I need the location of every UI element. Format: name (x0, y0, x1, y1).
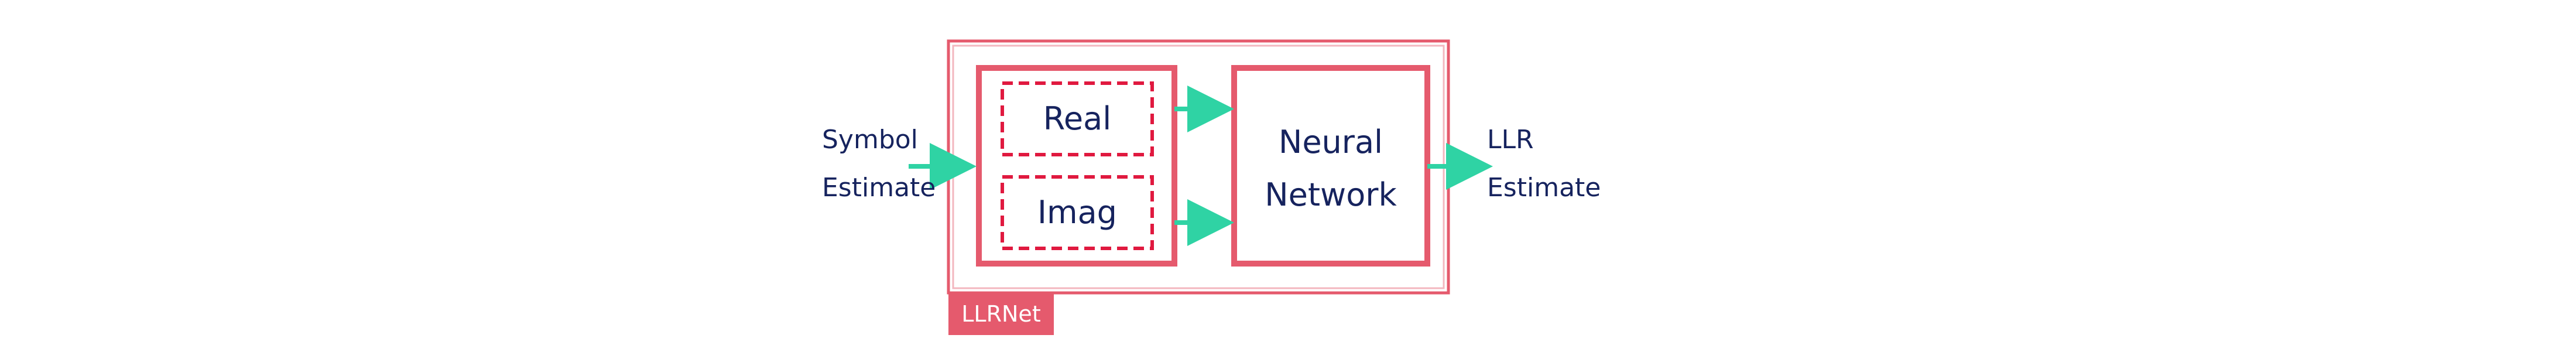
imag-label: Imag (1037, 194, 1117, 231)
output-label-line1: LLR (1487, 125, 1534, 155)
splitter-box (976, 65, 1177, 267)
real-label: Real (1043, 100, 1112, 137)
input-label-line1: Symbol (822, 125, 918, 155)
real-box (1001, 81, 1154, 156)
output-label-line2: Estimate (1487, 173, 1601, 203)
neural-network-label-line1: Neural (1278, 124, 1383, 160)
neural-network-label-line2: Network (1265, 176, 1397, 213)
input-label-line2: Estimate (822, 173, 936, 203)
llrnet-tag: LLRNet (948, 293, 1054, 335)
imag-box (1001, 175, 1154, 250)
